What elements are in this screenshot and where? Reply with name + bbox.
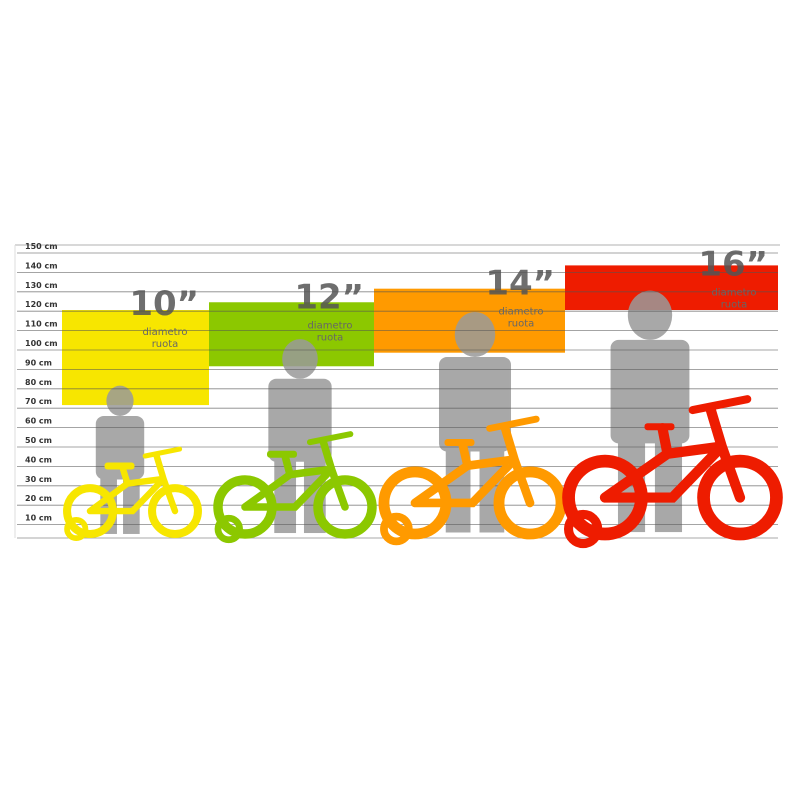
tick-label: 140 cm: [25, 261, 58, 270]
child-head: [454, 311, 496, 357]
bike-saddle: [104, 462, 135, 470]
wheel-size-label: 12”: [294, 277, 364, 317]
wheel-size-caption: ruota: [152, 339, 179, 350]
wheel-size-caption: diametro: [307, 320, 352, 331]
wheel-size-caption: diametro: [142, 327, 187, 338]
bike-silhouette: [63, 446, 202, 542]
wheel-size-label: 16”: [698, 244, 768, 284]
wheel-size-label: 10”: [129, 284, 199, 324]
tick-label: 50 cm: [25, 436, 52, 445]
front-wheel: [493, 466, 567, 540]
tick-label: 120 cm: [25, 300, 58, 309]
bike-silhouette: [213, 431, 377, 544]
tick-label: 90 cm: [25, 358, 52, 367]
child-torso: [610, 339, 690, 444]
tick-label: 70 cm: [25, 397, 52, 406]
bike-silhouette: [562, 395, 783, 549]
bike-frame: [86, 452, 179, 515]
training-wheel: [214, 514, 243, 544]
tick-label: 150 cm: [25, 242, 58, 251]
training-wheel: [380, 512, 413, 546]
tick-label: 40 cm: [25, 455, 52, 464]
bike-handlebar: [142, 446, 183, 459]
front-wheel: [697, 454, 783, 541]
bike-frame: [241, 438, 349, 511]
bike-saddle: [444, 438, 475, 446]
child-head: [282, 339, 318, 379]
wheel-size-label: 14”: [485, 264, 555, 304]
tick-label: 20 cm: [25, 494, 52, 503]
bike-silhouette: [378, 415, 567, 546]
tick-label: 10 cm: [25, 514, 52, 523]
tick-label: 110 cm: [25, 320, 58, 329]
size-range-box: [565, 265, 778, 311]
bike-handlebar: [306, 431, 354, 446]
front-wheel: [148, 484, 202, 539]
bike-frame: [599, 404, 746, 503]
size-range-box: [62, 310, 209, 406]
front-wheel: [313, 475, 377, 539]
tick-label: 130 cm: [25, 281, 58, 290]
bike-handlebar: [486, 415, 540, 432]
tick-label: 60 cm: [25, 417, 52, 426]
bike-saddle: [644, 423, 675, 431]
bike-frame: [410, 424, 535, 508]
wheel-size-caption: ruota: [508, 319, 535, 330]
bike-saddle: [267, 450, 297, 458]
wheel-size-caption: diametro: [498, 307, 543, 318]
wheel-size-caption: diametro: [711, 287, 756, 298]
child-head: [106, 385, 134, 416]
training-wheel: [64, 516, 89, 542]
wheel-size-caption: ruota: [317, 332, 344, 343]
training-wheel: [563, 509, 603, 549]
wheel-size-caption: ruota: [721, 299, 748, 310]
tick-label: 80 cm: [25, 378, 52, 387]
tick-label: 30 cm: [25, 475, 52, 484]
child-torso: [438, 356, 512, 452]
tick-label: 100 cm: [25, 339, 58, 348]
bike-handlebar: [688, 395, 752, 415]
child-head: [627, 290, 673, 340]
